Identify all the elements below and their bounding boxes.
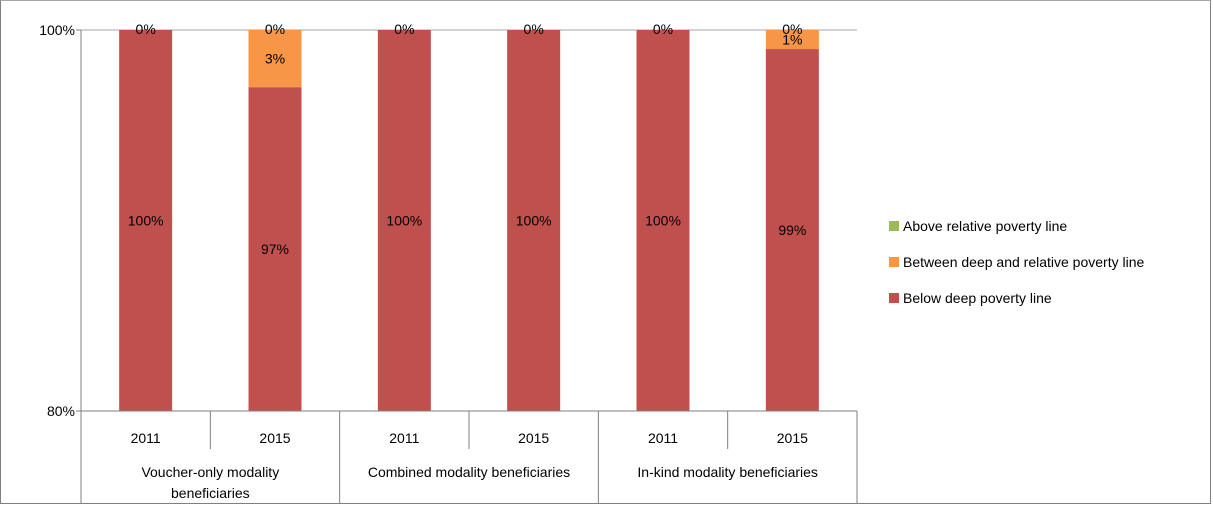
bar-below-deep-poverty — [765, 49, 819, 412]
data-label-between: 3% — [265, 51, 285, 67]
data-label-above: 0% — [265, 21, 285, 37]
data-label-below: 100% — [645, 213, 681, 229]
data-label-above: 0% — [394, 21, 414, 37]
legend-swatch — [889, 257, 899, 267]
bar-between-deep-relative — [248, 30, 302, 88]
legend-label: Above relative poverty line — [903, 218, 1067, 234]
data-label-below: 97% — [261, 241, 289, 257]
data-label-below: 100% — [128, 213, 164, 229]
legend-label: Below deep poverty line — [903, 290, 1052, 306]
data-label-below: 100% — [516, 213, 552, 229]
y-tick-label: 100% — [39, 22, 75, 38]
bar-below-deep-poverty — [248, 87, 302, 412]
y-tick-label: 80% — [47, 403, 75, 419]
x-category-label: 2011 — [648, 430, 678, 446]
bar-below-deep-poverty — [636, 30, 690, 411]
bar-below-deep-poverty — [507, 30, 561, 411]
bar-between-deep-relative — [765, 30, 819, 50]
x-category-label: 2015 — [259, 430, 290, 446]
data-label-below: 99% — [778, 222, 806, 238]
x-category-label: 2011 — [131, 430, 161, 446]
data-label-below: 100% — [386, 213, 422, 229]
data-label-between: 1% — [782, 32, 802, 48]
x-group-label: In-kind modality beneficiaries — [637, 464, 818, 480]
data-label-above: 0% — [653, 21, 673, 37]
legend-label: Between deep and relative poverty line — [903, 254, 1144, 270]
x-group-label: Combined modality beneficiaries — [368, 464, 570, 480]
legend-swatch — [889, 221, 899, 231]
x-category-label: 2015 — [777, 430, 808, 446]
bar-below-deep-poverty — [119, 30, 173, 411]
data-label-above: 0% — [782, 21, 802, 37]
x-group-label-line2: beneficiaries — [171, 485, 250, 501]
legend-swatch — [889, 293, 899, 303]
data-label-above: 0% — [136, 21, 156, 37]
x-category-label: 2015 — [518, 430, 549, 446]
bar-below-deep-poverty — [377, 30, 431, 411]
data-label-above: 0% — [524, 21, 544, 37]
x-group-label: Voucher-only modality — [141, 464, 279, 480]
x-category-label: 2011 — [389, 430, 419, 446]
